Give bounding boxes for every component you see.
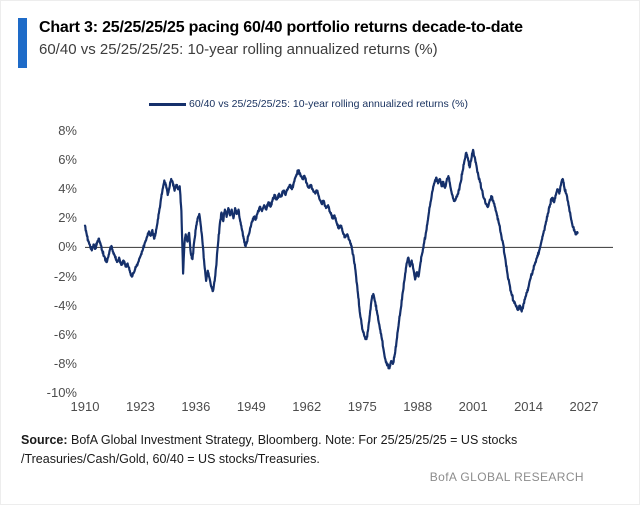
x-tick-label: 1988 [403,399,433,414]
brand-watermark: BofA GLOBAL RESEARCH [429,470,584,484]
y-tick-label: 0% [58,239,77,255]
y-tick-label: 4% [58,181,77,197]
title-accent-bar [18,18,27,68]
y-tick-label: -4% [53,297,77,313]
chart-title: Chart 3: 25/25/25/25 pacing 60/40 portfo… [39,19,523,36]
y-tick-label: -6% [53,326,77,342]
x-tick-label: 1910 [70,399,100,414]
x-tick-label: 2027 [569,399,599,414]
y-tick-label: -8% [53,355,77,371]
source-label: Source: [21,433,68,447]
legend: 60/40 vs 25/25/25/25: 10-year rolling an… [149,98,468,110]
y-tick-label: -10% [46,385,77,400]
x-tick-label: 1923 [125,399,155,414]
y-tick-label: 2% [58,210,77,226]
x-tick-label: 1975 [347,399,377,414]
x-tick-label: 2001 [458,399,488,414]
x-tick-label: 2014 [514,399,543,414]
header: Chart 3: 25/25/25/25 pacing 60/40 portfo… [39,17,624,60]
chart-subtitle: 60/40 vs 25/25/25/25: 10-year rolling an… [39,40,438,58]
x-tick-label: 1936 [181,399,211,414]
x-tick-label: 1949 [236,399,266,414]
series-line [83,148,579,370]
source-note: Source: BofA Global Investment Strategy,… [21,431,569,469]
legend-line-swatch [149,102,186,106]
y-tick-label: 8% [58,123,77,138]
legend-label: 60/40 vs 25/25/25/25: 10-year rolling an… [189,98,468,110]
y-tick-label: 6% [58,152,77,168]
x-tick-label: 1962 [292,399,322,414]
y-tick-label: -2% [53,268,77,284]
source-text: BofA Global Investment Strategy, Bloombe… [21,433,518,466]
